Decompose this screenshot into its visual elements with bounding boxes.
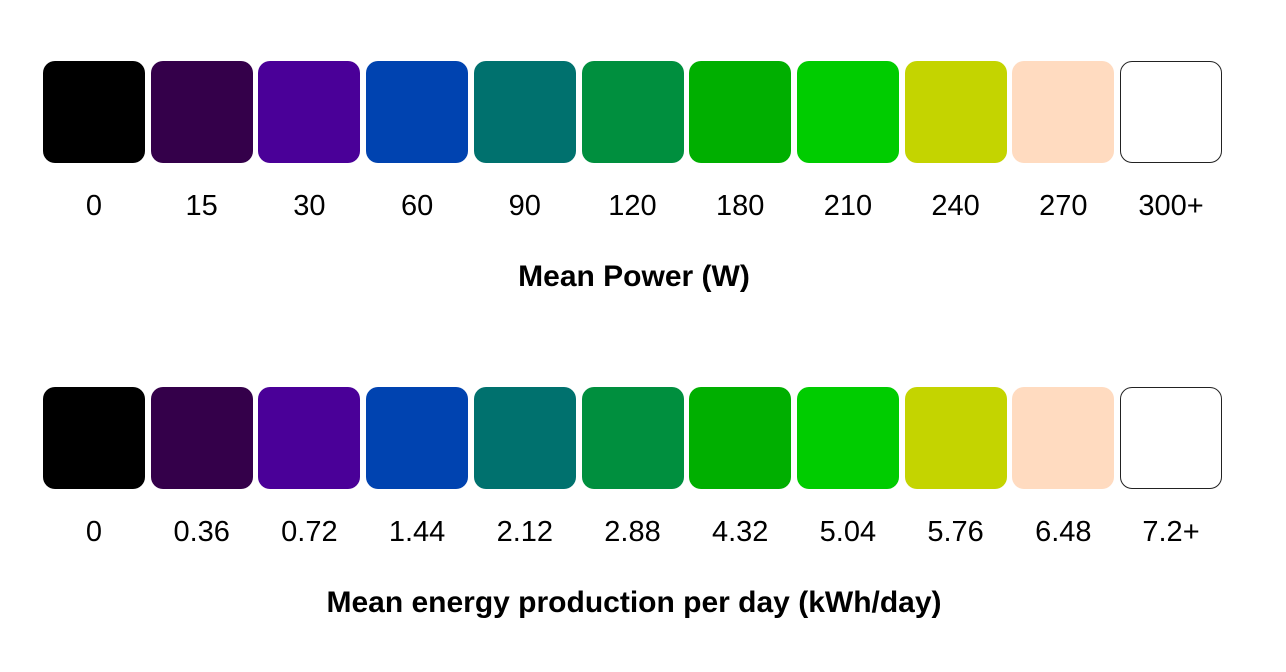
tick-label-row: 0 15 30 60 90 120 180 210 240 270 300+ bbox=[43, 188, 1231, 228]
tick-label: 30 bbox=[293, 190, 326, 222]
color-swatch-row bbox=[43, 387, 1231, 491]
tick-label: 0.72 bbox=[281, 516, 338, 548]
color-swatch bbox=[796, 387, 899, 489]
tick-label: 120 bbox=[608, 190, 657, 222]
tick-label: 2.12 bbox=[496, 516, 554, 548]
color-swatch bbox=[366, 61, 469, 163]
color-swatch bbox=[473, 387, 576, 489]
color-swatch bbox=[581, 387, 684, 489]
tick-label: 270 bbox=[1039, 190, 1088, 222]
tick-label: 60 bbox=[400, 190, 434, 222]
tick-label: 0.36 bbox=[173, 516, 230, 548]
color-swatch bbox=[366, 387, 469, 489]
tick-label: 15 bbox=[185, 190, 218, 222]
color-swatch bbox=[258, 387, 361, 489]
tick-label: 1.44 bbox=[388, 516, 446, 548]
tick-label: 210 bbox=[823, 190, 873, 222]
color-swatch bbox=[43, 61, 145, 163]
tick-label: 240 bbox=[931, 190, 980, 222]
color-swatch bbox=[796, 61, 899, 163]
tick-label: 90 bbox=[508, 190, 541, 222]
tick-label: 5.04 bbox=[819, 516, 877, 548]
tick-label: 300+ bbox=[1138, 190, 1204, 222]
color-swatch-row bbox=[43, 61, 1231, 165]
color-swatch bbox=[689, 61, 792, 163]
color-swatch bbox=[581, 61, 684, 163]
color-swatch bbox=[1120, 387, 1222, 489]
tick-label: 180 bbox=[715, 190, 765, 222]
tick-label: 0 bbox=[85, 516, 103, 548]
color-swatch bbox=[1120, 61, 1222, 163]
tick-label: 0 bbox=[85, 190, 103, 222]
color-swatch bbox=[43, 387, 145, 489]
color-swatch bbox=[150, 387, 253, 489]
tick-label: 5.76 bbox=[927, 516, 984, 548]
color-swatch bbox=[473, 61, 576, 163]
color-swatch bbox=[904, 61, 1007, 163]
tick-label: 2.88 bbox=[604, 516, 661, 548]
legend-title: Mean Power (W) bbox=[518, 260, 750, 293]
color-swatch bbox=[689, 387, 792, 489]
color-swatch bbox=[904, 387, 1007, 489]
tick-label: 7.2+ bbox=[1142, 516, 1200, 548]
color-swatch bbox=[150, 61, 253, 163]
tick-label: 6.48 bbox=[1035, 516, 1092, 548]
color-swatch bbox=[258, 61, 361, 163]
legend-title: Mean energy production per day (kWh/day) bbox=[326, 586, 942, 619]
tick-label-row: 0 0.36 0.72 1.44 2.12 2.88 4.32 5.04 5.76 6.48 7.2… bbox=[43, 514, 1231, 554]
tick-label: 4.32 bbox=[711, 516, 769, 548]
color-swatch bbox=[1012, 61, 1115, 163]
color-swatch bbox=[1012, 387, 1115, 489]
